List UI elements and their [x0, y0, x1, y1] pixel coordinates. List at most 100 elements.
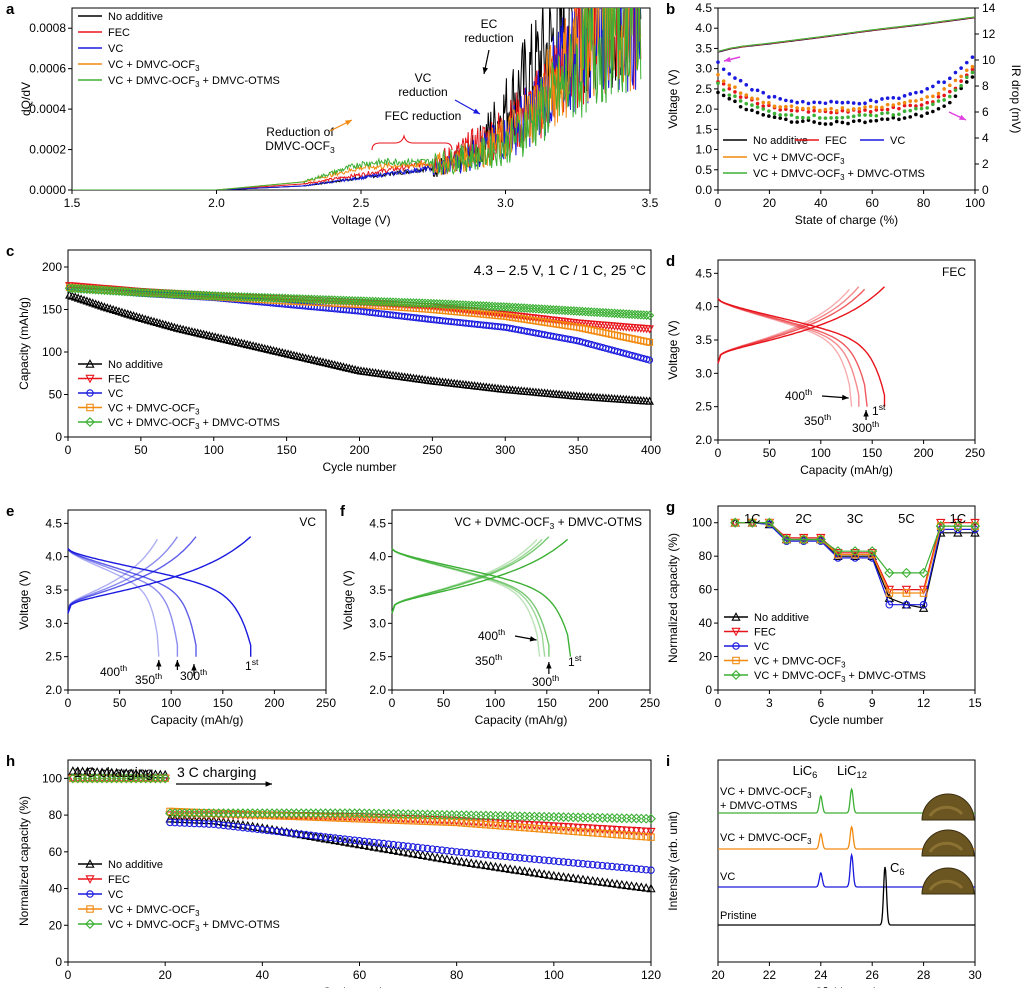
- ir-drop-point: [778, 108, 782, 112]
- peak-label-c6: C6: [890, 860, 905, 877]
- panel-label: VC + DVMC-OCF3 + DMVC-OTMS: [455, 515, 642, 531]
- arrow-head: [842, 394, 849, 401]
- rate-label: 5C: [898, 511, 915, 526]
- photo-highlight: [928, 879, 964, 891]
- data-point: [85, 919, 95, 929]
- ir-drop-point: [812, 113, 816, 118]
- ir-drop-point: [874, 105, 879, 110]
- ir-drop-point: [846, 115, 850, 120]
- y-tick-label: 0.0006: [29, 62, 66, 76]
- ir-drop-point: [863, 108, 867, 112]
- ir-drop-point: [942, 80, 946, 85]
- data-point: [170, 814, 180, 823]
- data-point: [210, 809, 218, 818]
- discharge-curve: [67, 548, 197, 657]
- data-point: [85, 359, 95, 368]
- data-point: [586, 307, 597, 317]
- charge-curve: [717, 286, 860, 364]
- ir-drop-point: [744, 93, 749, 97]
- discharge-curve: [67, 548, 160, 657]
- data-point: [935, 520, 946, 532]
- data-point: [432, 852, 442, 862]
- data-point: [624, 309, 634, 319]
- data-point: [287, 829, 296, 837]
- panel-g: 0 3 6 9 12 15 0 20 40 60 80 100 Cycle number Normaliz…: [666, 499, 982, 727]
- data-point: [384, 844, 394, 854]
- ir-drop-point: [948, 76, 952, 81]
- data-point: [122, 774, 131, 783]
- data-point: [374, 842, 384, 852]
- ir-drop-point: [727, 96, 732, 101]
- y-tick-label: 50: [49, 388, 63, 402]
- discharge-curve: [717, 298, 868, 407]
- panel-letter: d: [666, 253, 675, 270]
- data-point: [626, 881, 637, 890]
- ir-drop-point: [812, 120, 816, 124]
- data-point: [365, 838, 373, 846]
- data-point: [524, 867, 535, 876]
- data-point: [93, 774, 101, 783]
- ir-drop-point: [959, 74, 963, 79]
- y-axis-title: Voltage (V): [341, 570, 355, 629]
- arrow-head: [345, 120, 352, 126]
- ir-drop-point: [925, 100, 929, 105]
- ir-drop-point: [846, 121, 850, 126]
- data-point: [612, 825, 622, 835]
- ir-drop-point: [959, 86, 963, 91]
- panel-e: 0 50 100 150 200 250 2.0 2.5 3.0 3.5 4.0 4.5 Capacit…: [6, 503, 336, 727]
- ir-drop-point: [738, 104, 743, 109]
- data-point: [205, 820, 213, 828]
- x-tick-label: 24: [814, 968, 828, 982]
- data-point: [501, 852, 509, 861]
- x-tick-label: 3: [766, 696, 773, 710]
- cycle-label: 350th: [804, 412, 831, 428]
- ir-drop-point: [784, 98, 788, 103]
- ir-drop-point: [863, 105, 867, 109]
- data-point: [645, 396, 654, 405]
- y-axis-title: Intensity (arb. unit): [666, 811, 680, 910]
- ir-drop-point: [834, 119, 839, 124]
- data-point: [394, 841, 403, 849]
- data-point: [375, 839, 383, 847]
- data-point: [584, 828, 592, 837]
- x-tick-label: 0: [715, 446, 722, 460]
- y-tick-label: 0.5: [695, 163, 712, 177]
- data-point: [136, 768, 146, 778]
- data-point: [86, 890, 94, 898]
- y-tick-label: 4.5: [369, 516, 386, 530]
- y-tick-label: 0.0008: [29, 21, 66, 35]
- data-point: [540, 825, 548, 833]
- data-point: [601, 308, 611, 318]
- data-point: [213, 816, 224, 826]
- data-point: [592, 876, 603, 886]
- data-point: [384, 816, 393, 824]
- data-point: [645, 325, 654, 334]
- data-point: [302, 812, 310, 821]
- ir-drop-point: [931, 84, 935, 89]
- legend-label: No additive: [108, 359, 163, 371]
- data-point: [388, 845, 399, 855]
- y-axis-title: Voltage (V): [17, 570, 31, 629]
- data-point: [554, 305, 564, 315]
- data-point: [476, 859, 486, 869]
- ir-drop-point: [789, 108, 794, 113]
- x-axis-title: Cycle number: [322, 985, 396, 988]
- ir-drop-point: [829, 99, 833, 104]
- data-point: [636, 827, 646, 836]
- y-tick-label: 2.0: [695, 102, 712, 116]
- y-axis-title: Capacity (mAh/g): [17, 297, 31, 390]
- annotation-ocf: DMVC-OCF3: [265, 139, 335, 155]
- panel-letter: a: [6, 1, 15, 18]
- y2-tick-label: 8: [982, 79, 989, 93]
- cycle-label: 350th: [475, 652, 502, 668]
- data-point: [486, 861, 496, 870]
- data-point: [180, 819, 189, 827]
- discharge-curve: [391, 548, 546, 657]
- y-axis-title: Normalized capacity (%): [666, 533, 680, 663]
- data-point: [114, 286, 124, 296]
- legend-label: No additive: [754, 612, 809, 624]
- data-point: [128, 287, 139, 297]
- data-point: [331, 834, 339, 842]
- ir-drop-point: [744, 101, 749, 106]
- ir-drop-point: [772, 94, 777, 99]
